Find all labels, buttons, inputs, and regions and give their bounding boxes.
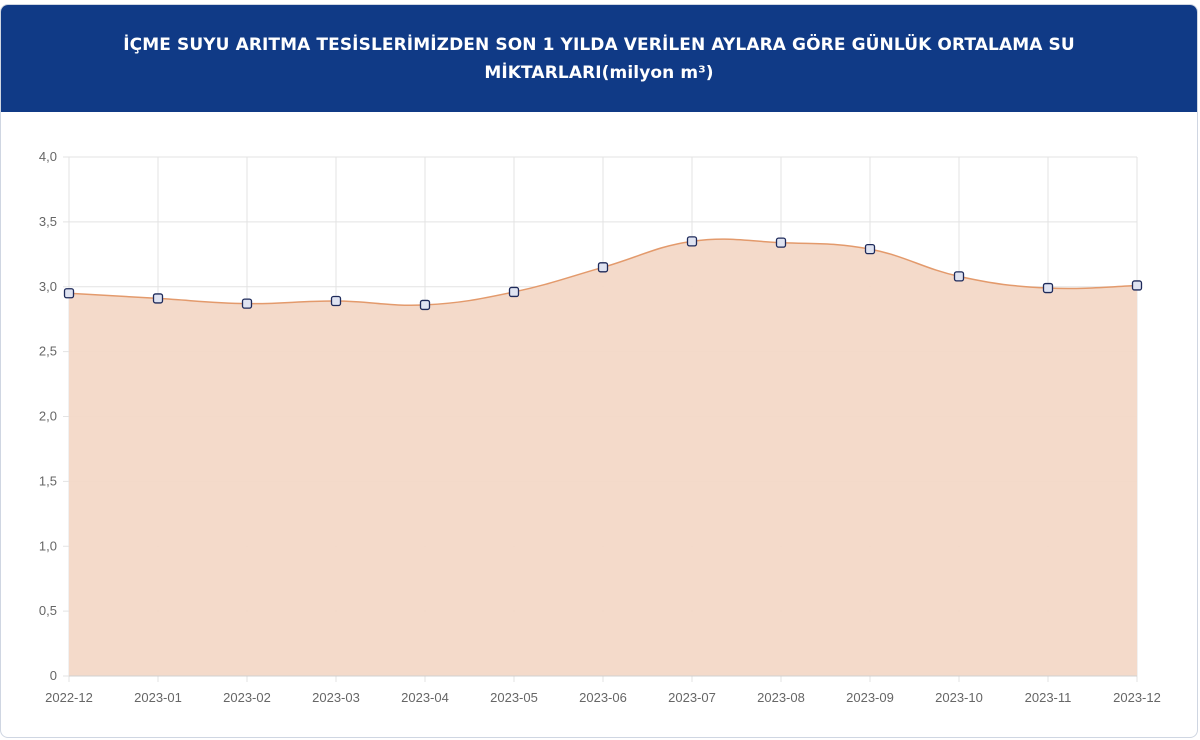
chart-area: 0 0,5 1,0 1,5 2,0 2,5 3,0 3,5 4,0 2022-12 2023-01 2… xyxy=(1,112,1197,737)
y-tick-label: 3,0 xyxy=(39,279,57,294)
x-tick-label: 2023-03 xyxy=(312,690,360,705)
x-tick-label: 2022-12 xyxy=(45,690,93,705)
x-tick-label: 2023-01 xyxy=(134,690,182,705)
series-area xyxy=(69,239,1137,676)
x-tick-label: 2023-09 xyxy=(846,690,894,705)
data-point xyxy=(775,237,787,248)
data-point xyxy=(152,293,164,304)
chart-title: İÇME SUYU ARITMA TESİSLERİMİZDEN SON 1 Y… xyxy=(123,34,1075,83)
y-tick-label: 1,0 xyxy=(39,538,57,553)
x-tick-label: 2023-05 xyxy=(490,690,538,705)
chart-card: İÇME SUYU ARITMA TESİSLERİMİZDEN SON 1 Y… xyxy=(0,4,1198,738)
y-tick-label: 4,0 xyxy=(39,149,57,164)
data-point xyxy=(508,286,520,298)
data-point xyxy=(63,288,75,299)
y-tick-label: 0 xyxy=(50,668,57,683)
data-point xyxy=(330,295,342,307)
data-point xyxy=(1042,282,1054,294)
data-point xyxy=(953,271,965,282)
data-point xyxy=(419,299,431,311)
y-tick-label: 1,5 xyxy=(39,473,57,488)
x-tick-label: 2023-12 xyxy=(1113,690,1161,705)
x-tick-label: 2023-10 xyxy=(935,690,983,705)
x-tick-label: 2023-04 xyxy=(401,690,449,705)
data-point xyxy=(241,298,253,309)
y-tick-label: 3,5 xyxy=(39,214,57,229)
x-tick-label: 2023-08 xyxy=(757,690,805,705)
data-point xyxy=(1131,280,1143,291)
y-tick-label: 0,5 xyxy=(39,603,57,618)
x-tick-label: 2023-11 xyxy=(1025,690,1072,705)
y-tick-label: 2,5 xyxy=(39,344,57,359)
area-chart: 0 0,5 1,0 1,5 2,0 2,5 3,0 3,5 4,0 2022-12 2023-01 2… xyxy=(39,149,1161,705)
x-tick-label: 2023-02 xyxy=(223,690,271,705)
chart-header: İÇME SUYU ARITMA TESİSLERİMİZDEN SON 1 Y… xyxy=(1,5,1197,112)
data-point xyxy=(686,236,698,247)
y-tick-label: 2,0 xyxy=(39,409,57,424)
data-point xyxy=(864,243,876,255)
x-tick-label: 2023-07 xyxy=(668,690,716,705)
data-point xyxy=(597,262,609,273)
x-tick-label: 2023-06 xyxy=(579,690,627,705)
